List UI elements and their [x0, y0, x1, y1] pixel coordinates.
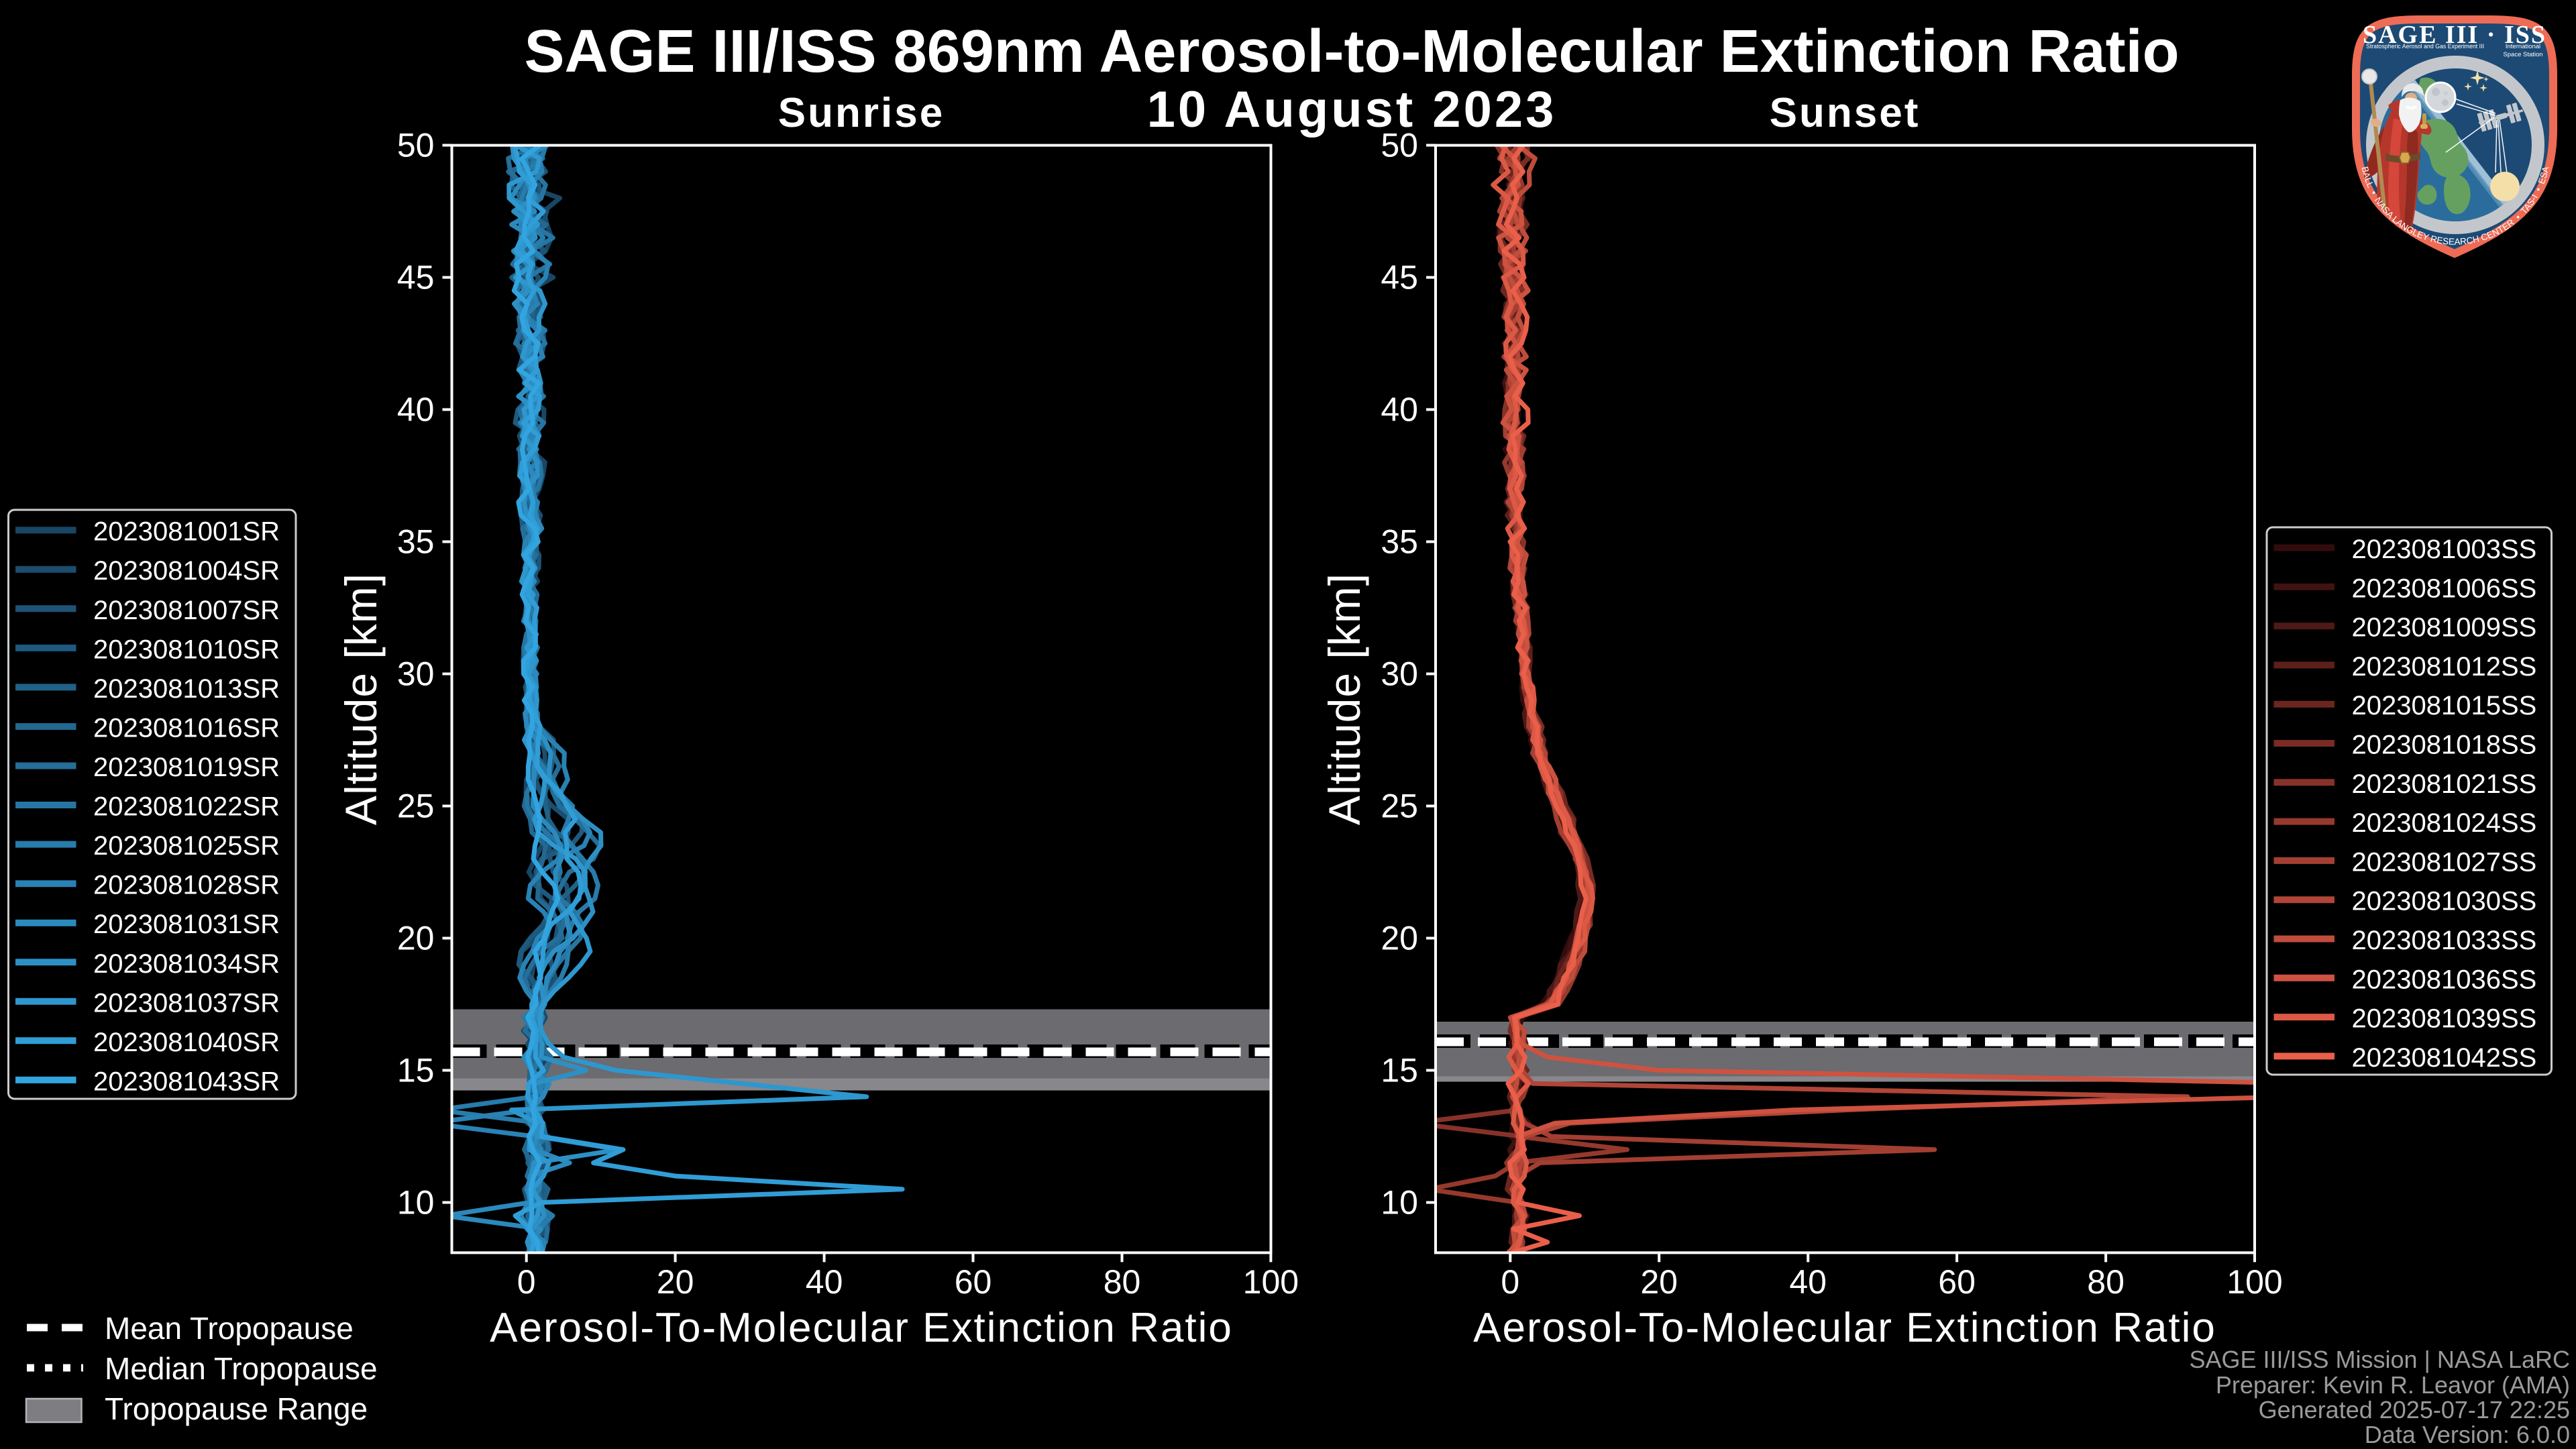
svg-text:2023081001SR: 2023081001SR: [93, 517, 280, 547]
svg-text:2023081042SS: 2023081042SS: [2352, 1043, 2537, 1073]
svg-text:2023081034SR: 2023081034SR: [93, 949, 280, 979]
svg-text:International: International: [2506, 43, 2540, 50]
svg-text:2023081025SR: 2023081025SR: [93, 831, 280, 861]
svg-text:80: 80: [2087, 1263, 2125, 1301]
svg-text:45: 45: [397, 259, 435, 297]
svg-text:25: 25: [397, 788, 435, 825]
svg-text:SAGE III/ISS 869nm Aerosol-to-: SAGE III/ISS 869nm Aerosol-to-Molecular …: [524, 18, 2179, 85]
svg-text:2023081019SR: 2023081019SR: [93, 753, 280, 782]
svg-text:2023081018SS: 2023081018SS: [2352, 731, 2537, 760]
svg-text:50: 50: [1381, 127, 1418, 164]
svg-text:2023081030SS: 2023081030SS: [2352, 887, 2537, 916]
svg-text:10 August 2023: 10 August 2023: [1147, 81, 1557, 138]
svg-text:Altitude [km]: Altitude [km]: [336, 573, 386, 825]
svg-text:Aerosol-To-Molecular Extinctio: Aerosol-To-Molecular Extinction Ratio: [1473, 1305, 2216, 1351]
svg-text:25: 25: [1381, 788, 1418, 825]
svg-text:40: 40: [397, 391, 435, 429]
svg-text:50: 50: [397, 127, 435, 164]
svg-text:10: 10: [397, 1184, 435, 1222]
svg-text:2023081033SS: 2023081033SS: [2352, 926, 2537, 955]
svg-text:40: 40: [806, 1263, 843, 1301]
svg-text:2023081031SR: 2023081031SR: [93, 910, 280, 939]
svg-text:Generated 2025-07-17 22:25: Generated 2025-07-17 22:25: [2259, 1396, 2570, 1424]
svg-text:80: 80: [1104, 1263, 1141, 1301]
svg-text:Aerosol-To-Molecular Extinctio: Aerosol-To-Molecular Extinction Ratio: [490, 1305, 1233, 1351]
svg-text:35: 35: [397, 523, 435, 561]
svg-text:30: 30: [397, 655, 435, 693]
svg-text:2023081021SS: 2023081021SS: [2352, 769, 2537, 799]
svg-text:2023081040SR: 2023081040SR: [93, 1028, 280, 1057]
svg-text:2023081024SS: 2023081024SS: [2352, 808, 2537, 838]
svg-text:Data Version: 6.0.0: Data Version: 6.0.0: [2365, 1421, 2570, 1448]
svg-text:60: 60: [1938, 1263, 1976, 1301]
svg-text:15: 15: [397, 1052, 435, 1089]
svg-text:2023081016SR: 2023081016SR: [93, 714, 280, 743]
svg-text:0: 0: [1501, 1263, 1519, 1301]
svg-text:Sunrise: Sunrise: [778, 90, 945, 136]
svg-text:100: 100: [1243, 1263, 1299, 1301]
svg-text:Stratospheric Aerosol and Gas: Stratospheric Aerosol and Gas Experiment…: [2366, 43, 2484, 50]
svg-text:2023081009SS: 2023081009SS: [2352, 613, 2537, 643]
svg-text:15: 15: [1381, 1052, 1418, 1089]
svg-text:2023081036SS: 2023081036SS: [2352, 965, 2537, 994]
svg-text:2023081004SR: 2023081004SR: [93, 556, 280, 586]
svg-text:Space Station: Space Station: [2503, 51, 2542, 58]
svg-text:Tropopause Range: Tropopause Range: [105, 1391, 368, 1426]
svg-text:SAGE III · ISS: SAGE III · ISS: [2363, 21, 2546, 49]
svg-text:30: 30: [1381, 655, 1418, 693]
svg-text:45: 45: [1381, 259, 1418, 297]
svg-text:2023081015SS: 2023081015SS: [2352, 691, 2537, 720]
svg-text:2023081039SS: 2023081039SS: [2352, 1004, 2537, 1034]
svg-text:100: 100: [2226, 1263, 2282, 1301]
svg-text:40: 40: [1789, 1263, 1827, 1301]
svg-text:40: 40: [1381, 391, 1418, 429]
svg-text:2023081003SS: 2023081003SS: [2352, 535, 2537, 564]
svg-text:2023081022SR: 2023081022SR: [93, 792, 280, 822]
svg-text:Sunset: Sunset: [1770, 90, 1921, 136]
svg-text:60: 60: [955, 1263, 992, 1301]
svg-text:Altitude [km]: Altitude [km]: [1320, 573, 1369, 825]
svg-text:2023081028SR: 2023081028SR: [93, 871, 280, 900]
svg-text:2023081013SR: 2023081013SR: [93, 674, 280, 704]
svg-text:2023081007SR: 2023081007SR: [93, 596, 280, 625]
svg-text:2023081037SR: 2023081037SR: [93, 988, 280, 1018]
svg-text:Median Tropopause: Median Tropopause: [105, 1351, 378, 1386]
svg-text:2023081012SS: 2023081012SS: [2352, 652, 2537, 682]
svg-text:Preparer: Kevin R. Leavor (AMA: Preparer: Kevin R. Leavor (AMA): [2216, 1371, 2570, 1399]
svg-text:2023081043SR: 2023081043SR: [93, 1067, 280, 1096]
svg-text:Mean Tropopause: Mean Tropopause: [105, 1311, 354, 1346]
svg-text:2023081010SR: 2023081010SR: [93, 635, 280, 664]
svg-text:20: 20: [397, 920, 435, 957]
svg-text:10: 10: [1381, 1184, 1418, 1222]
svg-text:35: 35: [1381, 523, 1418, 561]
svg-text:0: 0: [517, 1263, 536, 1301]
svg-text:20: 20: [1640, 1263, 1678, 1301]
svg-text:SAGE III/ISS Mission | NASA La: SAGE III/ISS Mission | NASA LaRC: [2189, 1346, 2570, 1373]
svg-text:2023081027SS: 2023081027SS: [2352, 847, 2537, 877]
svg-text:20: 20: [1381, 920, 1418, 957]
svg-text:2023081006SS: 2023081006SS: [2352, 574, 2537, 603]
svg-text:20: 20: [657, 1263, 694, 1301]
